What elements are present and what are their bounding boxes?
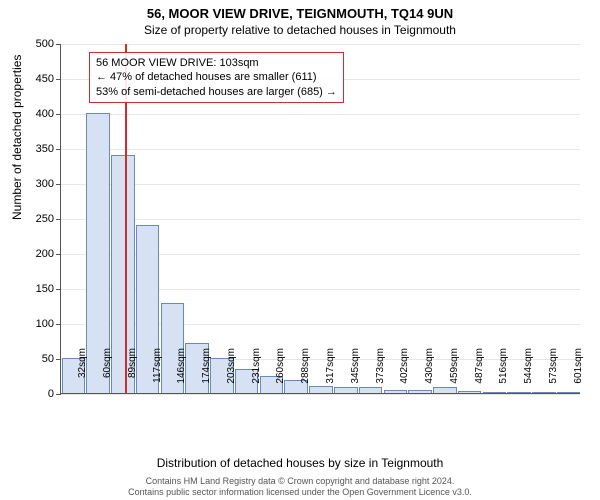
- x-axis-label: Distribution of detached houses by size …: [0, 456, 600, 470]
- callout-line3: 53% of semi-detached houses are larger (…: [96, 85, 337, 99]
- ytick-mark: [56, 114, 61, 115]
- ytick-mark: [56, 44, 61, 45]
- ytick-label: 250: [14, 213, 54, 225]
- xtick-label: 601sqm: [573, 348, 584, 398]
- xtick-label: 544sqm: [523, 348, 534, 398]
- xtick-label: 260sqm: [275, 348, 286, 398]
- ytick-label: 400: [14, 108, 54, 120]
- xtick-label: 516sqm: [498, 348, 509, 398]
- chart-area: 05010015020025030035040045050032sqm60sqm…: [60, 44, 580, 394]
- callout-line2: ← 47% of detached houses are smaller (61…: [96, 70, 337, 84]
- xtick-label: 32sqm: [77, 348, 88, 398]
- xtick-label: 459sqm: [449, 348, 460, 398]
- xtick-label: 288sqm: [300, 348, 311, 398]
- xtick-label: 203sqm: [226, 348, 237, 398]
- grid-line: [61, 184, 580, 185]
- xtick-label: 345sqm: [350, 348, 361, 398]
- ytick-mark: [56, 79, 61, 80]
- callout-box: 56 MOOR VIEW DRIVE: 103sqm← 47% of detac…: [89, 52, 344, 103]
- xtick-label: 146sqm: [176, 348, 187, 398]
- xtick-label: 573sqm: [548, 348, 559, 398]
- ytick-label: 350: [14, 143, 54, 155]
- grid-line: [61, 114, 580, 115]
- ytick-mark: [56, 359, 61, 360]
- footer-line1: Contains HM Land Registry data © Crown c…: [0, 476, 600, 487]
- ytick-label: 50: [14, 353, 54, 365]
- plot-wrap: 05010015020025030035040045050032sqm60sqm…: [60, 44, 580, 424]
- ytick-mark: [56, 149, 61, 150]
- ytick-mark: [56, 219, 61, 220]
- callout-line1: 56 MOOR VIEW DRIVE: 103sqm: [96, 56, 337, 70]
- page-subtitle: Size of property relative to detached ho…: [0, 21, 600, 41]
- xtick-label: 117sqm: [152, 348, 163, 398]
- ytick-mark: [56, 184, 61, 185]
- ytick-label: 150: [14, 283, 54, 295]
- xtick-label: 231sqm: [251, 348, 262, 398]
- ytick-label: 100: [14, 318, 54, 330]
- ytick-mark: [56, 289, 61, 290]
- xtick-label: 487sqm: [474, 348, 485, 398]
- ytick-label: 500: [14, 38, 54, 50]
- xtick-label: 430sqm: [424, 348, 435, 398]
- xtick-label: 174sqm: [201, 348, 212, 398]
- ytick-label: 0: [14, 388, 54, 400]
- ytick-label: 450: [14, 73, 54, 85]
- ytick-label: 300: [14, 178, 54, 190]
- page-title: 56, MOOR VIEW DRIVE, TEIGNMOUTH, TQ14 9U…: [0, 0, 600, 21]
- xtick-label: 373sqm: [375, 348, 386, 398]
- xtick-label: 402sqm: [399, 348, 410, 398]
- ytick-mark: [56, 394, 61, 395]
- ytick-label: 200: [14, 248, 54, 260]
- grid-line: [61, 149, 580, 150]
- ytick-mark: [56, 324, 61, 325]
- grid-line: [61, 44, 580, 45]
- footer: Contains HM Land Registry data © Crown c…: [0, 476, 600, 498]
- xtick-label: 89sqm: [127, 348, 138, 398]
- footer-line2: Contains public sector information licen…: [0, 487, 600, 498]
- grid-line: [61, 219, 580, 220]
- ytick-mark: [56, 254, 61, 255]
- xtick-label: 60sqm: [102, 348, 113, 398]
- xtick-label: 317sqm: [325, 348, 336, 398]
